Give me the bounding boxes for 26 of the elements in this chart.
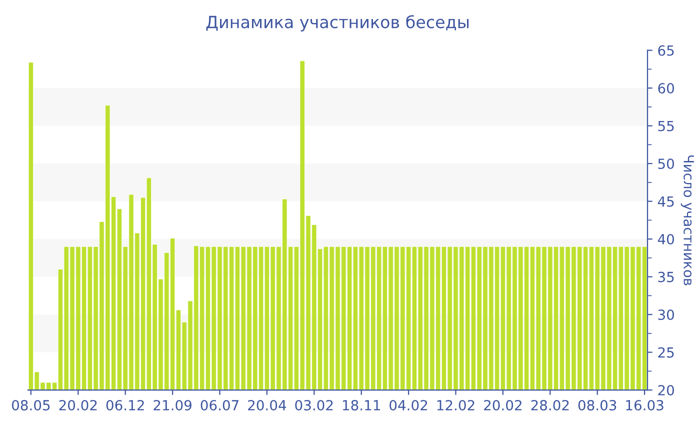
x-tick-label: 18.11: [342, 400, 380, 410]
x-tick-label: 16.03: [626, 400, 664, 410]
x-tick-label: 28.02: [531, 400, 569, 410]
x-tick-label: 20.02: [484, 400, 522, 410]
x-tick-label: 12.02: [437, 400, 474, 410]
y-tick-label: 40: [658, 234, 674, 245]
chart-title: Динамика участников беседы: [206, 15, 469, 32]
y-tick-label: 35: [658, 272, 674, 282]
x-tick-label: 08.05: [12, 400, 50, 410]
y-tick-label: 25: [658, 347, 674, 358]
y-tick-label: 50: [658, 158, 674, 170]
x-tick-label: 21.09: [154, 400, 192, 410]
x-tick-label: 03.02: [295, 400, 333, 410]
y-tick-label: 45: [658, 196, 674, 207]
x-tick-label: 20.02: [59, 400, 97, 410]
x-tick-label: 06.12: [106, 400, 144, 410]
x-tick-label: 06.07: [200, 400, 238, 410]
y-tick-label: 20: [658, 384, 674, 396]
y-tick-label: 60: [658, 83, 674, 94]
x-tick-label: 20.04: [248, 400, 286, 410]
x-tick-label: 08.03: [578, 400, 616, 410]
y-tick-label: 65: [658, 45, 674, 56]
y-tick-label: 30: [658, 309, 674, 320]
y-tick-label: 55: [658, 120, 674, 132]
x-tick-label: 04.02: [390, 400, 428, 410]
y-axis-title: Число участников: [680, 155, 694, 286]
